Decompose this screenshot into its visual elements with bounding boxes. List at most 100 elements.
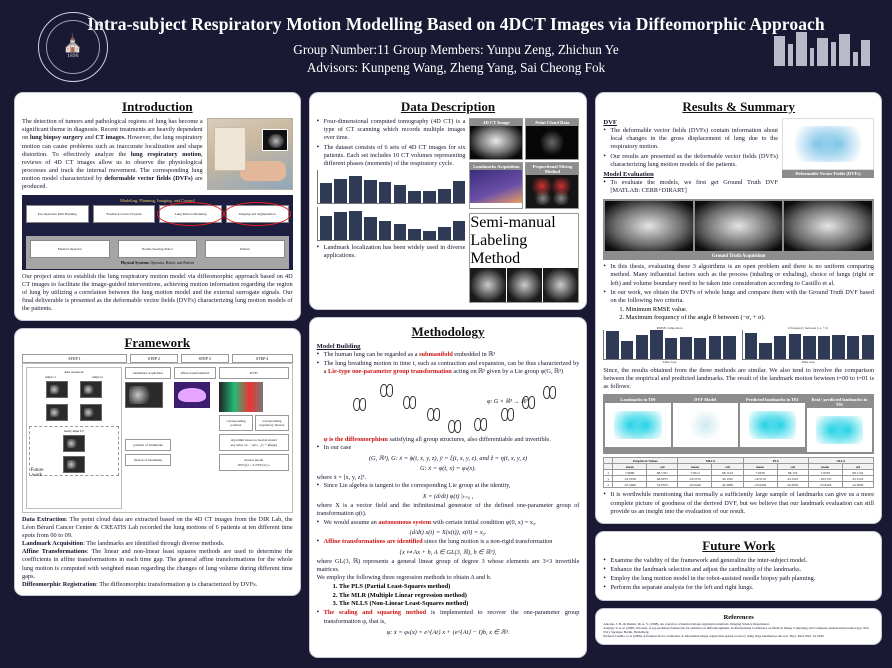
framework-step-4: STEP 4 bbox=[231, 353, 293, 363]
methodology-equation-1: (G, ℝ³), G: ẋ = ϕ(t, x, y, z), ȳ = ξ(t, … bbox=[368, 454, 528, 462]
methodology-map-equation: φ: G × ℝ³ → ℝ³ bbox=[487, 398, 528, 405]
methodology-equation-3: X = (d/dt) φ(t) |ₜ₌₀ , bbox=[422, 493, 474, 501]
thumb-proportional-slicing: Proportional Slicing Method bbox=[525, 162, 580, 209]
methodology-methods-intro: We employ the following three regression… bbox=[316, 574, 492, 582]
framework-box-corresponding-position: corresponding position bbox=[219, 414, 253, 431]
results-card: Results & Summary DVF The deformable vec… bbox=[595, 92, 883, 524]
results-paragraph-1: In this thesis, evaluating these 3 algoi… bbox=[603, 262, 874, 288]
workflow-box-needle-robot: Needle Steering Robot bbox=[117, 239, 198, 258]
university-seal-year: 1896 bbox=[67, 53, 79, 59]
framework-label-future-work: Future work bbox=[30, 467, 44, 478]
chart-lower-bars bbox=[316, 207, 466, 242]
theta-frequency-chart: θ frequency between (-σ, +σ) Time Gap bbox=[741, 326, 875, 364]
framework-box-motion-of-landmarks: motion of landmarks bbox=[125, 453, 171, 466]
ground-truth-figure: Ground Truth Acquisition bbox=[603, 199, 875, 261]
methodology-where-2: where X is a vector field and the infini… bbox=[316, 502, 580, 518]
gt-image-coronal bbox=[784, 201, 873, 252]
framework-box-position-of-landmarks: position of landmarks bbox=[125, 438, 171, 451]
methodology-where-1: where ẋ = [x, y, z]ᵀ. bbox=[316, 473, 367, 481]
data-description-thumbnails: 4D CT Image Point Cloud Data Landmarks A… bbox=[469, 118, 580, 303]
references-heading: References bbox=[723, 613, 754, 621]
data-description-bullet: The dataset consists of 6 sets of 4D CT … bbox=[317, 143, 466, 169]
model-evaluation-subheading: Model Evaluation bbox=[603, 170, 654, 178]
dvf-figure-caption: Deformable Vector Fields (DVFs) bbox=[782, 170, 875, 178]
workflow-box-lung-motion-modeling: Lung Motion Modeling bbox=[157, 201, 224, 226]
framework-bullet-affine-transformations: Affine Transformations: The linear and n… bbox=[22, 548, 293, 580]
column-left: Introduction The detection of tumors and… bbox=[14, 92, 301, 658]
methodology-regression-methods: 1. The PLS (Partial Least-Squares method… bbox=[333, 583, 580, 608]
ct-scan-inset bbox=[261, 129, 288, 151]
workflow-box-medical-operator: Medical Operator bbox=[30, 239, 110, 258]
framework-label-newly-input-ct: newly input CT bbox=[63, 428, 84, 433]
thumb-4d-ct-image: 4D CT Image bbox=[469, 118, 524, 160]
framework-bullet-landmark-acquisition: Landmark Acquisition: The landmarks are … bbox=[22, 540, 225, 548]
methodology-bullet-submanifold: The human lung can be regarded as a subm… bbox=[317, 350, 580, 359]
landmark-col-t00: Landmarks in T00 bbox=[605, 396, 671, 452]
future-work-heading: Future Work bbox=[702, 537, 776, 553]
university-seal-glyph: ⛪ bbox=[62, 33, 84, 53]
table-row: z -25.3466 53.0553 -25.6426 44.3099 -25.6426… bbox=[603, 481, 875, 489]
results-paragraph-2: In our work, we obtain the DVFs of whole… bbox=[603, 288, 874, 305]
workflow-physical-systems: Medical Operator Needle Steering Robot P… bbox=[26, 235, 289, 269]
method-mlr: 2. The MLR (Multiple Linear regression m… bbox=[332, 591, 467, 599]
poster-header: ⛪ 1896 Intra-subject Respiratory Motion … bbox=[0, 0, 892, 92]
introduction-paragraph-1: The detection of tumors and pathological… bbox=[22, 118, 203, 191]
criterion-theta-frequency: 2. Maximum frequency of the angle θ betw… bbox=[619, 314, 766, 322]
affine-thumb bbox=[174, 381, 210, 408]
method-pls: 1. The PLS (Partial Least-Squares method… bbox=[332, 583, 451, 591]
results-paragraph-4: It is worthwhile mentioning that normall… bbox=[603, 490, 874, 516]
framework-box-affine-transformation: affine transformation bbox=[174, 366, 216, 379]
workflow-box-feedback-control: Feedback Control System bbox=[92, 204, 156, 223]
thumb-point-cloud-data: Point Cloud Data bbox=[525, 118, 580, 160]
future-work-bullet: Employ the lung motion model in the robo… bbox=[603, 574, 874, 583]
dvf-lung-render bbox=[782, 118, 875, 170]
framework-box-algorithm: algorithm based on motion model arg minφ… bbox=[219, 433, 289, 451]
framework-box-corresponding-motion: corresponding respiratory motion bbox=[254, 414, 289, 431]
method-nlls: 3. The NLLS (Non-Linear Least-Squares me… bbox=[332, 600, 469, 608]
ct-stack-thumb bbox=[46, 403, 68, 421]
results-paragraph-3: Since, the results obtained from the thr… bbox=[603, 366, 875, 391]
methodology-bullet-autonomous: We would assume an autonomous system wit… bbox=[317, 518, 580, 527]
framework-box-landmarks-acquisition: landmarks acquisition bbox=[125, 366, 171, 379]
future-work-card: Future Work Examine the validity of the … bbox=[595, 530, 883, 601]
landmark-col-predicted-t01: Predicted landmarks in T01 bbox=[739, 396, 805, 452]
workflow-box-path-planning: Pre-Operative Path Planning bbox=[26, 204, 89, 223]
data-description-charts bbox=[316, 170, 466, 242]
methodology-bullet-lie-group: The lung breathing motion in time t, suc… bbox=[317, 359, 580, 376]
landmarks-thumb bbox=[125, 381, 163, 408]
ct-stack-thumb bbox=[63, 434, 85, 452]
data-description-bullet: Landmark localization has been widely us… bbox=[317, 243, 466, 260]
workflow-top-caption: Modeling, Planning, Imaging, and Control bbox=[119, 197, 195, 203]
methodology-bullet-affine: Affine transformations are identified si… bbox=[317, 537, 580, 546]
gt-image-axial bbox=[694, 201, 783, 252]
framework-box-motion-model: motion model DVFⱼ(x) = Σ DVFᵢ(x)·ωᵢ bbox=[219, 453, 289, 471]
landmark-col-dvf-model: DVF Model bbox=[672, 396, 738, 452]
methodology-bullet-lie-algebra: Since Lie algebra is tangent to the corr… bbox=[317, 481, 580, 490]
workflow-bottom-caption: Physical Systems: Operator, Robot, and P… bbox=[120, 260, 194, 265]
column-right: Results & Summary DVF The deformable vec… bbox=[595, 92, 883, 658]
landmark-comparison-figure: Landmarks in T00 DVF Model Predicted lan… bbox=[603, 394, 875, 455]
sichuan-university-logo: ⛪ 1896 bbox=[38, 12, 108, 82]
landmark-statistics-table: Empirical Values MLLS PLS NLLS mean std m… bbox=[603, 457, 875, 489]
gt-image-sagittal bbox=[605, 201, 693, 252]
dvf-bullet: Our results are presented as the deforma… bbox=[603, 151, 778, 169]
methodology-equation-6: φ: ẋ = φₜ(x) = e^{At} x + (e^{At} − I)b,… bbox=[386, 628, 510, 636]
methodology-bullet-scaling-squaring: The scaling and squaring method is imple… bbox=[317, 608, 580, 625]
thumb-semi-manual-labeling: Semi-manual Labeling Method bbox=[469, 213, 580, 303]
clinical-workflow-diagram: Modeling, Planning, Imaging, and Control… bbox=[22, 194, 293, 270]
framework-heading: Framework bbox=[124, 334, 191, 350]
dvf-bullet: The deformable vector fields (DVFs) cont… bbox=[603, 126, 778, 152]
framework-card: Framework STEP 1 STEP 2 STEP 3 STEP 4 da… bbox=[14, 327, 301, 597]
framework-bullet-data-extraction: Data Extraction: The point cloud data ar… bbox=[22, 515, 293, 539]
framework-label-subject-n: subject n bbox=[92, 374, 103, 379]
framework-steps: STEP 1 STEP 2 STEP 3 STEP 4 bbox=[22, 353, 293, 363]
introduction-photos bbox=[206, 118, 293, 192]
introduction-heading: Introduction bbox=[122, 99, 193, 114]
ct-stack-thumb bbox=[46, 380, 68, 398]
methodology-heading: Methodology bbox=[411, 324, 485, 339]
introduction-card: Introduction The detection of tumors and… bbox=[14, 92, 301, 321]
framework-bullet-diffeomorphic-registration: Diffeomorphic Registration: The diffeomo… bbox=[22, 580, 258, 588]
advisors-line: Advisors: Kunpeng Wang, Zheng Yang, Sai … bbox=[306, 59, 606, 75]
methodology-card: Methodology Model Building The human lun… bbox=[308, 317, 588, 658]
